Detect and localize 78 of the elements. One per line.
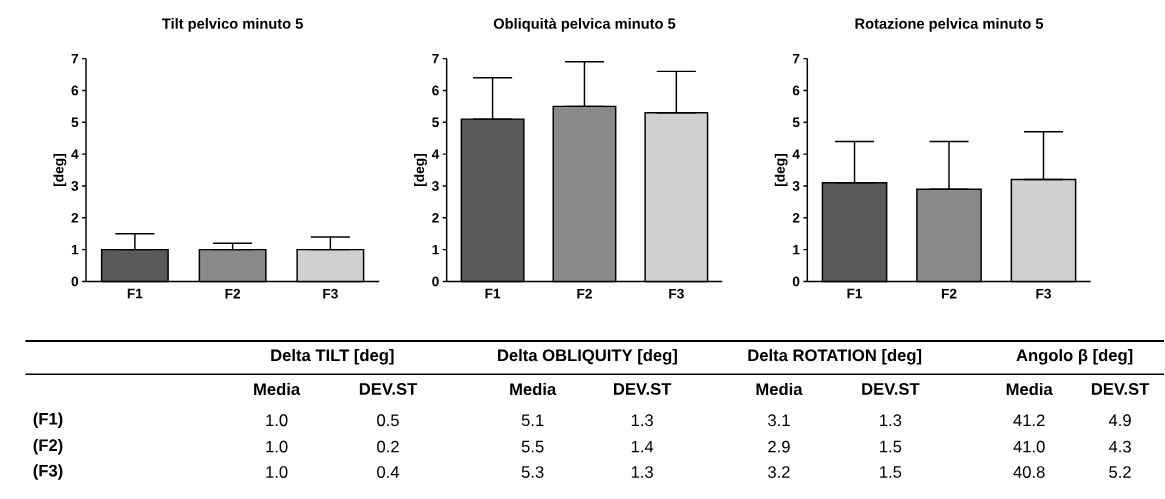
y-tick-label: 4 xyxy=(431,149,440,159)
text: Delta ROTATION [deg] xyxy=(748,348,922,365)
data-label: 1.3 xyxy=(880,414,902,426)
y-tick-label: 5 xyxy=(71,117,79,127)
text: Delta TILT [deg] xyxy=(271,348,394,365)
y-tick-label: 7 xyxy=(71,53,79,64)
x-tick-label: F1 xyxy=(485,288,501,299)
text: Delta OBLIQUITY [deg] xyxy=(498,348,677,365)
y-tick-label: 1 xyxy=(793,244,800,255)
y-tick-label: 3 xyxy=(71,180,79,191)
text: Media xyxy=(756,382,803,395)
chart-title: Tilt pelvico minuto 5 xyxy=(162,17,303,32)
data-label: 3.2 xyxy=(768,465,790,478)
data-label: 2.9 xyxy=(768,440,790,453)
chart-title: Obliquità pelvica minuto 5 xyxy=(493,17,676,32)
text: DEV.ST xyxy=(862,382,920,395)
y-tick-label: 6 xyxy=(432,85,439,96)
data-label: 5.2 xyxy=(1109,465,1131,478)
data-label: 5.3 xyxy=(521,465,544,478)
y-tick-label: 1 xyxy=(432,244,439,255)
category-label: (F1) xyxy=(33,412,63,428)
x-tick-label: F1 xyxy=(847,288,863,299)
data-label: 4.3 xyxy=(1108,440,1131,453)
chart-title: Rotazione pelvica minuto 5 xyxy=(855,17,1044,32)
text: DEV.ST xyxy=(614,382,672,395)
data-label: 1.3 xyxy=(631,414,653,426)
data-label: 1.0 xyxy=(266,465,288,478)
y-tick-label: 2 xyxy=(71,212,79,223)
data-label: 41.0 xyxy=(1013,440,1045,453)
text: Media xyxy=(254,382,301,395)
y-tick-label: 0 xyxy=(71,276,79,287)
text: Media xyxy=(510,382,557,395)
y-tick-label: 2 xyxy=(432,212,439,223)
y-axis-title: [deg] xyxy=(414,153,427,186)
y-tick-label: 3 xyxy=(792,180,800,191)
x-tick-label: F3 xyxy=(669,288,684,299)
y-tick-label: 3 xyxy=(431,180,439,191)
x-tick-label: F2 xyxy=(941,288,957,299)
y-tick-label: 1 xyxy=(71,244,79,255)
data-label: 0.4 xyxy=(377,465,400,478)
data-label: 5.5 xyxy=(521,440,544,453)
category-label: (F2) xyxy=(33,438,63,455)
y-tick-label: 6 xyxy=(792,85,800,96)
text: DEV.ST xyxy=(1091,382,1150,395)
x-tick-label: F1 xyxy=(127,288,143,299)
data-label: 0.2 xyxy=(377,440,399,453)
category-label: (F3) xyxy=(33,464,63,480)
data-label: 1.5 xyxy=(880,466,902,478)
y-tick-label: 7 xyxy=(792,53,800,64)
text: DEV.ST xyxy=(359,382,418,395)
data-label: 1.0 xyxy=(266,414,288,426)
data-label: 41.2 xyxy=(1013,414,1045,426)
y-tick-label: 0 xyxy=(432,276,439,287)
x-tick-label: F3 xyxy=(323,288,338,299)
x-tick-label: F2 xyxy=(577,288,592,299)
y-axis-title: [deg] xyxy=(774,153,788,186)
data-label: 1.5 xyxy=(880,440,902,453)
data-label: 4.9 xyxy=(1108,414,1131,426)
y-tick-label: 6 xyxy=(71,85,79,96)
y-tick-label: 5 xyxy=(792,117,800,127)
y-tick-label: 5 xyxy=(432,117,439,127)
text: Media xyxy=(1006,382,1053,395)
y-tick-label: 2 xyxy=(792,212,800,223)
y-tick-label: 0 xyxy=(792,276,800,287)
data-label: 5.1 xyxy=(521,414,544,426)
y-tick-label: 4 xyxy=(792,149,800,159)
x-tick-label: F3 xyxy=(1036,288,1051,299)
data-label: 1.4 xyxy=(631,440,654,453)
data-label: 40.8 xyxy=(1013,465,1045,478)
data-label: 0.5 xyxy=(377,414,399,426)
y-tick-label: 7 xyxy=(432,53,439,64)
y-axis-title: [deg] xyxy=(53,153,67,186)
data-label: 1.3 xyxy=(631,465,653,478)
x-tick-label: F2 xyxy=(225,288,241,299)
y-tick-label: 4 xyxy=(71,149,79,159)
text: Angolo β [deg] xyxy=(1016,348,1133,365)
data-label: 3.1 xyxy=(768,414,790,426)
data-label: 1.0 xyxy=(266,440,288,453)
